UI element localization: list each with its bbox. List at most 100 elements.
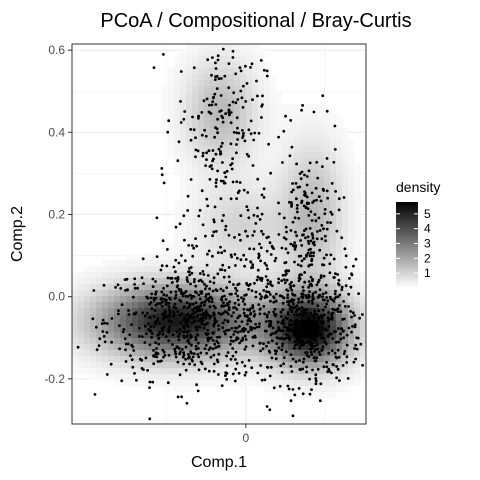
scatter-point (258, 276, 262, 280)
scatter-point (142, 282, 145, 285)
density-tile (312, 164, 319, 171)
density-tile (78, 308, 85, 315)
scatter-point (150, 335, 154, 339)
scatter-point (164, 303, 168, 306)
scatter-point (336, 367, 340, 371)
density-tile (312, 236, 319, 243)
density-tile (324, 386, 331, 393)
density-tile (252, 152, 259, 159)
density-tile (180, 296, 187, 303)
scatter-point (210, 300, 214, 304)
density-tile (348, 344, 355, 351)
scatter-point (214, 229, 218, 233)
density-tile (300, 320, 307, 327)
scatter-point (133, 286, 137, 290)
density-tile (300, 164, 307, 171)
scatter-point (265, 264, 268, 267)
density-tile (342, 140, 349, 147)
scatter-point (209, 355, 213, 359)
density-tile (204, 116, 211, 123)
density-tile (246, 68, 253, 75)
scatter-point (204, 164, 208, 168)
density-tile (240, 200, 247, 207)
scatter-point (310, 219, 314, 222)
density-tile (96, 266, 103, 273)
density-tile (180, 86, 187, 93)
density-tile (342, 242, 349, 249)
density-tile (258, 308, 265, 315)
density-tile (306, 296, 313, 303)
scatter-point (219, 312, 223, 316)
scatter-point (270, 244, 274, 248)
density-tile (252, 182, 259, 189)
density-tile (192, 170, 199, 177)
scatter-point (269, 299, 272, 303)
density-tile (318, 392, 325, 399)
scatter-point (247, 284, 251, 287)
density-tile (114, 332, 121, 339)
density-tile (102, 362, 109, 369)
density-tile (300, 392, 307, 399)
density-tile (126, 272, 133, 279)
density-tile (348, 158, 355, 165)
scatter-point (148, 386, 151, 389)
density-tile (222, 218, 229, 225)
density-tile (210, 212, 217, 219)
scatter-point (228, 103, 231, 107)
density-tile (264, 242, 271, 249)
density-tile (354, 314, 361, 321)
density-tile (324, 272, 331, 279)
density-tile (270, 272, 277, 279)
scatter-point (188, 303, 192, 307)
density-tile (294, 170, 301, 177)
density-tile (156, 326, 163, 333)
density-tile (294, 242, 301, 249)
density-tile (90, 374, 97, 381)
density-tile (156, 344, 163, 351)
density-tile (108, 368, 115, 375)
density-tile (198, 332, 205, 339)
density-tile (222, 92, 229, 99)
scatter-point (238, 324, 241, 328)
scatter-point (290, 203, 294, 206)
scatter-point (308, 347, 312, 351)
scatter-point (255, 79, 258, 83)
density-tile (270, 80, 277, 87)
density-tile (246, 146, 253, 153)
density-tile (330, 326, 337, 333)
scatter-point (281, 342, 284, 346)
scatter-point (298, 331, 301, 334)
density-tile (234, 290, 241, 297)
density-tile (276, 290, 283, 297)
density-tile (258, 206, 265, 213)
scatter-point (316, 230, 319, 233)
plot-panel (71, 43, 367, 425)
scatter-point (312, 254, 315, 258)
density-tile (180, 374, 187, 381)
density-tile (288, 320, 295, 327)
density-tile (294, 236, 301, 243)
scatter-point (217, 328, 221, 331)
scatter-point (179, 350, 182, 354)
density-tile (300, 170, 307, 177)
scatter-point (140, 367, 144, 370)
density-tile (276, 92, 283, 99)
scatter-point (278, 384, 282, 388)
scatter-point (225, 372, 229, 375)
scatter-point (238, 341, 242, 345)
density-tile (210, 194, 217, 201)
density-tile (216, 308, 223, 315)
density-tile (168, 110, 175, 117)
scatter-point (153, 321, 157, 325)
scatter-point (167, 319, 171, 323)
density-tile (234, 278, 241, 285)
density-tile (258, 338, 265, 345)
density-tile (198, 176, 205, 183)
density-tile (288, 206, 295, 213)
density-tile (312, 284, 319, 291)
scatter-point (265, 236, 269, 240)
density-tile (276, 194, 283, 201)
scatter-point (204, 234, 207, 238)
scatter-point (211, 159, 215, 163)
density-tile (354, 338, 361, 345)
